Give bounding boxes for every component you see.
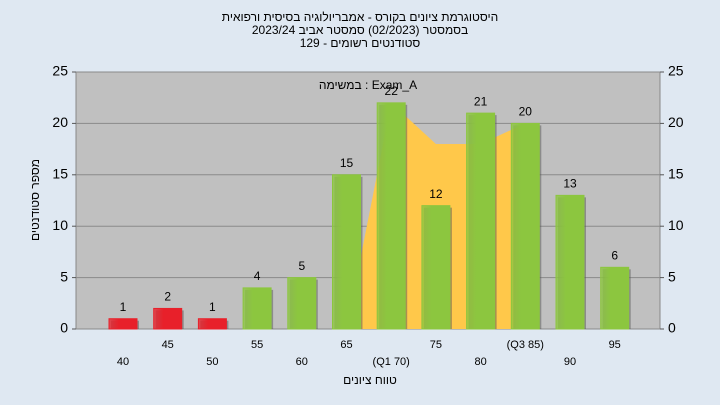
x-tick-label: 40 bbox=[117, 356, 129, 368]
y2-tick-label: 25 bbox=[668, 63, 684, 79]
chart-subtitle: בסמסטר (02/2023) סמסטר אביב 2023/24 bbox=[252, 23, 468, 37]
x-tick-label: 90 bbox=[564, 356, 576, 368]
y-tick-label: 5 bbox=[60, 268, 68, 284]
y-tick-label: 0 bbox=[60, 320, 68, 336]
bar bbox=[555, 194, 585, 330]
value-label: 22 bbox=[385, 84, 399, 98]
bar bbox=[510, 122, 540, 330]
value-label: 2 bbox=[164, 290, 171, 304]
x-tick-label: 80 bbox=[474, 356, 486, 368]
x-tick-label: 60 bbox=[296, 356, 308, 368]
chart-title: היסטוגרמת ציונים בקורס - אמבריולוגיה בסי… bbox=[222, 10, 498, 24]
bar bbox=[108, 318, 138, 330]
value-label: 4 bbox=[254, 269, 261, 283]
bar bbox=[242, 287, 272, 330]
x-tick-label: 55 bbox=[251, 339, 263, 351]
x-tick-label: (Q3 85) bbox=[507, 339, 544, 351]
y-tick-label: 20 bbox=[52, 114, 68, 130]
value-label: 21 bbox=[474, 94, 488, 108]
value-label: 1 bbox=[120, 300, 127, 314]
bar bbox=[332, 174, 361, 330]
x-tick-label: 65 bbox=[340, 339, 352, 351]
bar bbox=[153, 307, 183, 330]
value-label: 12 bbox=[429, 187, 443, 201]
x-axis-label: טווח ציונים bbox=[343, 373, 397, 387]
y-axis-label: מספר סטודנטים bbox=[28, 159, 42, 241]
bar bbox=[466, 112, 496, 330]
value-label: 1 bbox=[209, 300, 216, 314]
x-tick-label: 45 bbox=[162, 339, 174, 351]
bar bbox=[376, 102, 406, 330]
bar bbox=[197, 318, 227, 330]
y2-tick-label: 5 bbox=[668, 268, 676, 284]
y2-tick-label: 15 bbox=[668, 166, 684, 182]
value-label: 20 bbox=[519, 105, 533, 119]
value-label: 5 bbox=[298, 259, 305, 273]
value-label: 13 bbox=[563, 177, 577, 191]
y2-tick-label: 0 bbox=[668, 320, 676, 336]
y-tick-label: 10 bbox=[52, 217, 68, 233]
bar bbox=[287, 277, 317, 330]
x-tick-label: 75 bbox=[430, 339, 442, 351]
x-tick-label: 50 bbox=[206, 356, 218, 368]
annotation: במשימה : Exam_A bbox=[319, 78, 417, 92]
y-tick-label: 15 bbox=[52, 166, 68, 182]
value-label: 15 bbox=[340, 156, 354, 170]
bar bbox=[421, 205, 451, 330]
x-tick-label: (Q1 70) bbox=[373, 356, 410, 368]
y2-tick-label: 20 bbox=[668, 114, 684, 130]
y-tick-label: 25 bbox=[52, 63, 68, 79]
bar bbox=[600, 266, 630, 330]
chart-subtitle: סטודנטים רשומים - 129 bbox=[300, 36, 421, 50]
y2-tick-label: 10 bbox=[668, 217, 684, 233]
value-label: 6 bbox=[611, 248, 618, 262]
x-tick-label: 95 bbox=[609, 339, 621, 351]
